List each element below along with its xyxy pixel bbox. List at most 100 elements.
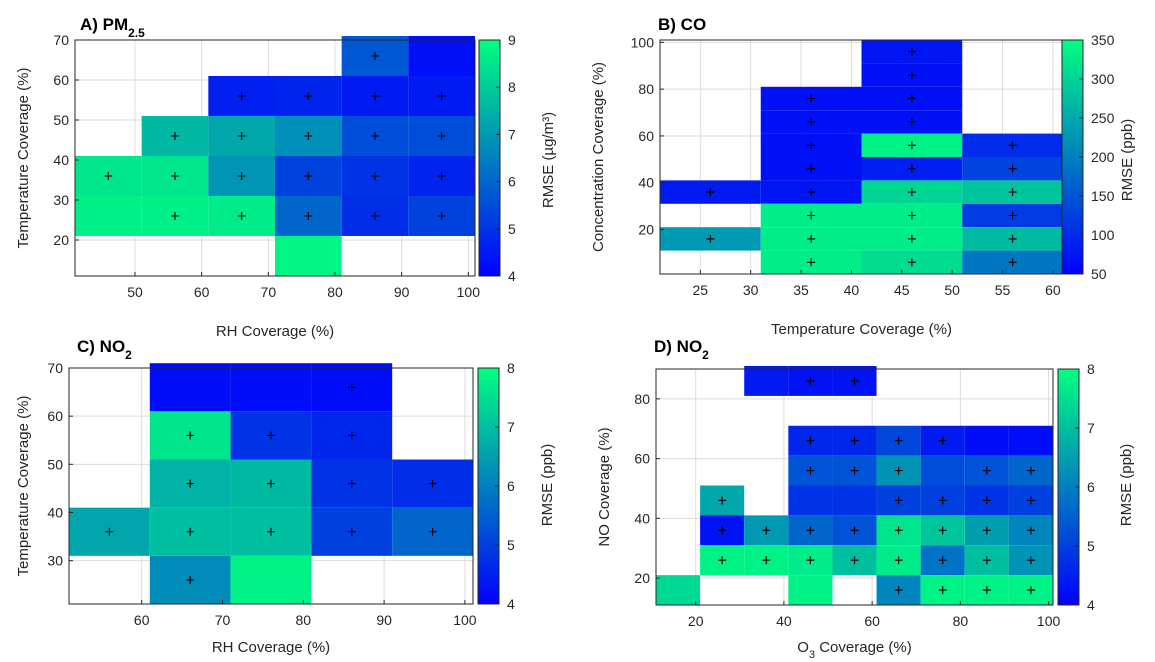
cell-marker [347, 527, 356, 536]
panel-title: B) CO [658, 15, 706, 34]
cell-marker [171, 212, 179, 220]
cell-marker [894, 496, 903, 505]
heatmap-cell [788, 485, 833, 516]
y-tick-label: 80 [634, 391, 650, 407]
colorbar-tick-label: 9 [508, 32, 516, 48]
cell-marker [894, 526, 903, 535]
y-axis-label: Temperature Coverage (%) [15, 396, 32, 577]
y-tick-label: 100 [631, 34, 655, 50]
cell-marker [347, 479, 356, 488]
x-tick-label: 90 [394, 284, 410, 300]
x-tick-label: 100 [457, 284, 481, 300]
x-tick-label: 50 [127, 284, 143, 300]
cell-marker [706, 188, 715, 197]
cell-marker [850, 526, 859, 535]
x-tick-label: 80 [296, 612, 312, 628]
cell-marker [807, 117, 816, 126]
panel-a: 50 60 70 80 90 100 20 30 40 50 60 70 A) PM2.5 RH Cove… [15, 15, 557, 340]
y-tick-label: 40 [638, 175, 654, 191]
cell-marker [371, 132, 379, 140]
y-tick-label: 30 [47, 553, 63, 569]
cell-marker [907, 211, 916, 220]
heatmap-cell [964, 425, 1009, 456]
cell-marker [347, 431, 356, 440]
cell-marker [762, 556, 771, 565]
heatmap-cell [275, 236, 342, 276]
cell-marker [938, 496, 947, 505]
y-tick-label: 40 [47, 504, 63, 520]
cell-marker [267, 431, 275, 440]
cell-marker [982, 496, 991, 505]
cell-marker [186, 575, 195, 584]
heatmap-cell [1008, 425, 1053, 456]
cell-marker [437, 172, 446, 180]
y-tick-label: 50 [47, 456, 63, 472]
cell-marker [1008, 164, 1017, 173]
cell-marker [807, 188, 816, 197]
y-tick-label: 50 [53, 112, 69, 128]
cell-marker [437, 132, 446, 140]
cell-marker [371, 212, 379, 220]
y-tick-label: 60 [53, 72, 69, 88]
y-tick-label: 40 [634, 510, 650, 526]
y-tick-label: 60 [47, 408, 63, 424]
cell-marker [807, 94, 816, 103]
cell-marker [850, 436, 859, 445]
colorbar-tick-label: 6 [507, 478, 515, 494]
cell-marker [982, 466, 991, 475]
colorbar-tick-label: 4 [1087, 597, 1095, 613]
cell-marker [850, 466, 859, 475]
cell-marker [1008, 211, 1017, 220]
panel-c: 60 70 80 90 100 30 40 50 60 70 C) NO2 RH Coverage (… [15, 337, 556, 656]
colorbar-tick-label: 8 [507, 360, 515, 376]
cell-marker [1026, 466, 1035, 475]
panel-title: D) NO2 [654, 337, 709, 362]
cell-marker [718, 526, 727, 535]
heatmap-cell [230, 363, 312, 412]
cell-marker [1026, 496, 1035, 505]
y-tick-label: 40 [53, 152, 69, 168]
axes-box [74, 39, 476, 277]
x-tick-label: 45 [894, 282, 910, 298]
cell-marker [907, 141, 916, 150]
cell-marker [807, 211, 816, 220]
cell-marker [428, 527, 437, 536]
cell-marker [806, 436, 815, 445]
x-tick-label: 60 [194, 284, 210, 300]
axes-box [655, 368, 1054, 606]
y-tick-label: 20 [634, 570, 650, 586]
colorbar-tick-label: 6 [508, 174, 516, 190]
cell-marker [706, 234, 715, 243]
x-axis-label: O3 Coverage (%) [797, 639, 912, 661]
cell-marker [718, 496, 727, 505]
cell-marker [907, 117, 916, 126]
y-axis-label: Temperature Coverage (%) [15, 68, 32, 249]
cell-marker [806, 526, 815, 535]
colorbar-tick-label: 350 [1091, 32, 1115, 48]
colorbar-tick-label: 4 [508, 268, 516, 284]
colorbar-tick-label: 8 [508, 79, 516, 95]
colorbar-tick-label: 100 [1091, 227, 1115, 243]
heatmap-cell [230, 555, 312, 604]
heatmap-cell [656, 575, 701, 605]
x-tick-label: 60 [864, 613, 880, 629]
x-axis-label: Temperature Coverage (%) [771, 321, 952, 338]
x-tick-label: 90 [376, 612, 392, 628]
cell-marker [437, 92, 446, 100]
cell-marker [186, 479, 195, 488]
cell-marker [907, 234, 916, 243]
cell-marker [938, 436, 947, 445]
cell-marker [237, 172, 246, 180]
cell-marker [938, 526, 947, 535]
cell-marker [347, 383, 356, 392]
cell-marker [807, 141, 816, 150]
cell-marker [1008, 234, 1017, 243]
x-axis-label: RH Coverage (%) [216, 323, 334, 340]
cell-marker [105, 527, 114, 536]
cell-marker [907, 47, 916, 56]
heatmap-cell [75, 196, 142, 236]
panel-title: A) PM2.5 [80, 15, 145, 40]
y-tick-label: 60 [638, 128, 654, 144]
cell-marker [1008, 258, 1017, 267]
